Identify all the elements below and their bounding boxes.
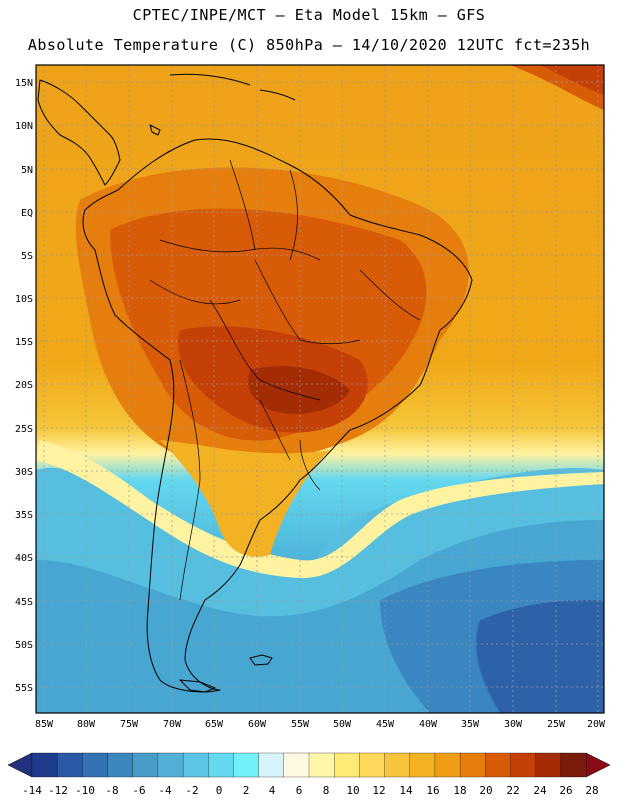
lat-label: 50S: [15, 640, 33, 651]
colorbar-segment: [258, 752, 285, 778]
colorbar-label: -4: [158, 784, 172, 797]
colorbar-segment: [57, 752, 83, 778]
map-frame: [35, 64, 605, 714]
colorbar-segments: [31, 752, 587, 778]
colorbar-segment: [132, 752, 159, 778]
lon-label: 50W: [333, 719, 352, 730]
lon-label: 55W: [291, 719, 310, 730]
colorbar-segment: [283, 752, 310, 778]
colorbar-label: -12: [48, 784, 68, 797]
colorbar-label: 4: [269, 784, 276, 797]
map-field: [36, 65, 604, 713]
lon-label: 35W: [461, 719, 480, 730]
lon-label: 40W: [419, 719, 438, 730]
colorbar-segment: [409, 752, 436, 778]
lon-label: 80W: [77, 719, 96, 730]
lat-label: 5S: [21, 251, 33, 262]
lon-label: 85W: [35, 719, 54, 730]
colorbar-segment: [31, 752, 58, 778]
colorbar-label: 12: [372, 784, 385, 797]
colorbar-label: 28: [585, 784, 598, 797]
lat-label: 25S: [15, 424, 33, 435]
colorbar-high-arrow: [585, 752, 611, 778]
colorbar-segment: [384, 752, 411, 778]
colorbar-label: 18: [453, 784, 466, 797]
colorbar-segment: [485, 752, 511, 778]
colorbar-label: -10: [75, 784, 95, 797]
lon-label: 20W: [587, 719, 606, 730]
colorbar-label: 22: [506, 784, 519, 797]
lat-label: 5N: [21, 165, 33, 176]
colorbar-segment: [560, 752, 587, 778]
lon-label: 60W: [248, 719, 267, 730]
lon-label: 65W: [205, 719, 224, 730]
colorbar-segment: [157, 752, 184, 778]
colorbar-label: 26: [559, 784, 572, 797]
colorbar-segment: [233, 752, 260, 778]
chart-title-line1: CPTEC/INPE/MCT – Eta Model 15km – GFS: [132, 6, 486, 24]
colorbar-label: 20: [479, 784, 492, 797]
colorbar-segment: [459, 752, 486, 778]
lat-label: 20S: [15, 380, 33, 391]
lon-label: 75W: [120, 719, 139, 730]
lat-label: EQ: [21, 208, 33, 219]
colorbar-labels: -14 -12 -10 -8 -6 -4 -2 0 2 4 6 8 10 12 …: [22, 784, 599, 797]
colorbar: -14 -12 -10 -8 -6 -4 -2 0 2 4 6 8 10 12 …: [7, 752, 611, 797]
colorbar-segment: [334, 752, 360, 778]
colorbar-segment: [208, 752, 234, 778]
lat-label: 55S: [15, 683, 33, 694]
colorbar-segment: [107, 752, 134, 778]
colorbar-label: -2: [185, 784, 198, 797]
colorbar-label: -8: [105, 784, 118, 797]
colorbar-segment: [182, 752, 209, 778]
lat-label: 40S: [15, 553, 33, 564]
colorbar-segment: [535, 752, 562, 778]
longitude-labels: 85W 80W 75W 70W 65W 60W 55W 50W 45W 40W …: [35, 719, 606, 730]
lat-label: 10N: [15, 121, 33, 132]
lat-label: 15S: [15, 337, 33, 348]
lat-label: 35S: [15, 510, 33, 521]
latitude-labels: 15N 10N 5N EQ 5S 10S 15S 20S 25S 30S 35S…: [15, 78, 33, 694]
colorbar-label: 24: [533, 784, 547, 797]
colorbar-label: 10: [346, 784, 359, 797]
lon-label: 25W: [547, 719, 566, 730]
colorbar-label: -14: [22, 784, 42, 797]
lat-label: 45S: [15, 597, 33, 608]
colorbar-label: 14: [399, 784, 413, 797]
lat-label: 30S: [15, 467, 33, 478]
colorbar-segment: [510, 752, 537, 778]
colorbar-segment: [359, 752, 385, 778]
colorbar-segment: [308, 752, 335, 778]
colorbar-segment: [434, 752, 461, 778]
lon-label: 70W: [163, 719, 182, 730]
chart-title-line2: Absolute Temperature (C) 850hPa – 14/10/…: [27, 36, 591, 54]
lat-label: 10S: [15, 294, 33, 305]
colorbar-label: 0: [216, 784, 223, 797]
lon-label: 45W: [376, 719, 395, 730]
coastline: [37, 73, 473, 693]
colorbar-label: 6: [296, 784, 303, 797]
lat-label: 15N: [15, 78, 33, 89]
colorbar-segment: [82, 752, 108, 778]
colorbar-label: 16: [426, 784, 439, 797]
graticule: [36, 65, 604, 713]
colorbar-label: -6: [132, 784, 145, 797]
colorbar-low-arrow: [7, 752, 33, 778]
colorbar-label: 8: [323, 784, 330, 797]
lon-label: 30W: [504, 719, 523, 730]
colorbar-label: 2: [243, 784, 250, 797]
country-borders: [149, 159, 421, 601]
